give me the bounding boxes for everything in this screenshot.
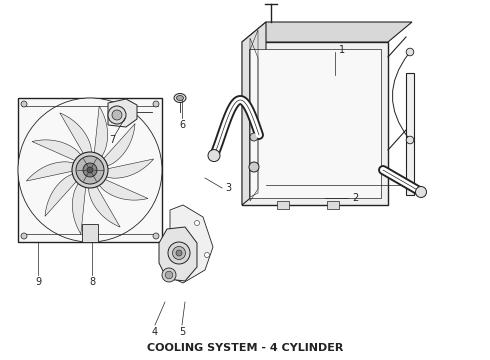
Polygon shape	[170, 205, 213, 283]
Bar	[82, 224, 98, 242]
Circle shape	[172, 247, 186, 260]
Polygon shape	[249, 49, 381, 198]
Text: 3: 3	[225, 183, 231, 193]
Polygon shape	[32, 140, 85, 163]
Circle shape	[249, 162, 259, 172]
Bar	[18, 98, 162, 242]
Circle shape	[208, 149, 220, 162]
Circle shape	[76, 156, 104, 184]
Circle shape	[87, 167, 93, 173]
Bar	[406, 73, 414, 195]
Circle shape	[185, 273, 190, 278]
Text: 9: 9	[35, 277, 41, 287]
Text: 8: 8	[89, 277, 95, 287]
Bar	[327, 201, 339, 209]
Text: 6: 6	[179, 120, 185, 130]
Circle shape	[406, 48, 414, 56]
Polygon shape	[60, 113, 93, 159]
Circle shape	[195, 220, 199, 225]
Text: 4: 4	[152, 327, 158, 337]
Circle shape	[176, 250, 182, 256]
Polygon shape	[242, 22, 266, 205]
Circle shape	[112, 110, 122, 120]
Polygon shape	[95, 177, 148, 200]
Ellipse shape	[176, 95, 183, 100]
Circle shape	[153, 233, 159, 239]
Polygon shape	[242, 22, 412, 42]
Ellipse shape	[174, 94, 186, 103]
Circle shape	[168, 242, 190, 264]
Polygon shape	[100, 159, 154, 178]
Polygon shape	[99, 123, 135, 169]
Circle shape	[72, 152, 108, 188]
Bar	[277, 201, 289, 209]
Circle shape	[162, 268, 176, 282]
Circle shape	[18, 98, 162, 242]
Circle shape	[406, 136, 414, 144]
Circle shape	[416, 186, 426, 198]
Circle shape	[21, 233, 27, 239]
Circle shape	[153, 101, 159, 107]
Circle shape	[108, 106, 126, 124]
Circle shape	[165, 271, 173, 279]
Polygon shape	[242, 42, 388, 205]
FancyArrowPatch shape	[392, 54, 408, 138]
Polygon shape	[26, 162, 80, 181]
Text: 2: 2	[352, 193, 358, 203]
Text: COOLING SYSTEM - 4 CYLINDER: COOLING SYSTEM - 4 CYLINDER	[147, 343, 343, 353]
Circle shape	[204, 252, 210, 257]
Text: 7: 7	[109, 135, 115, 145]
Polygon shape	[159, 227, 197, 281]
Polygon shape	[73, 177, 86, 234]
Polygon shape	[45, 171, 81, 216]
Circle shape	[83, 163, 97, 177]
Circle shape	[21, 101, 27, 107]
Circle shape	[250, 133, 258, 141]
Text: 1: 1	[339, 45, 345, 55]
Text: 5: 5	[179, 327, 185, 337]
Polygon shape	[88, 181, 120, 227]
Polygon shape	[94, 106, 108, 162]
Polygon shape	[108, 99, 137, 127]
